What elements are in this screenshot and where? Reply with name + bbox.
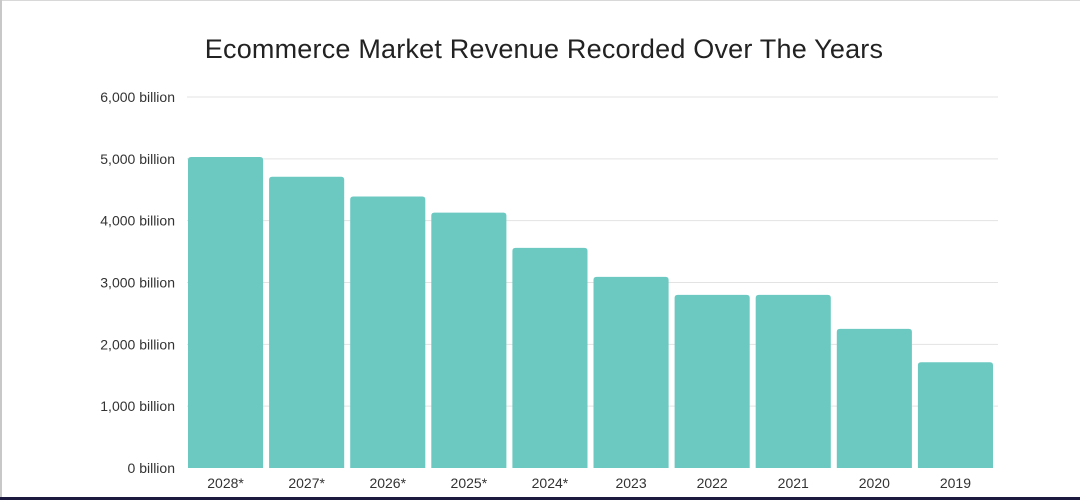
x-tick-label: 2021 — [778, 475, 809, 491]
y-tick-label: 5,000 billion — [100, 151, 175, 167]
x-tick-label: 2022 — [697, 475, 728, 491]
x-tick-label: 2026* — [369, 475, 406, 491]
frame-bottom-bar — [0, 497, 1080, 500]
bar-2023 — [593, 276, 669, 468]
x-tick-label: 2027* — [288, 475, 325, 491]
frame-top-border — [0, 0, 1080, 1]
bar-2022 — [674, 294, 750, 468]
chart-title: Ecommerce Market Revenue Recorded Over T… — [204, 34, 884, 64]
bar-2027-forecast — [269, 176, 345, 468]
y-tick-label: 6,000 billion — [100, 89, 175, 105]
x-tick-label: 2028* — [207, 475, 244, 491]
y-tick-label: 4,000 billion — [100, 213, 175, 229]
bar-2020 — [836, 328, 912, 468]
bar-2019 — [917, 362, 993, 468]
x-tick-label: 2025* — [451, 475, 488, 491]
y-tick-label: 2,000 billion — [100, 336, 175, 352]
bar-2025-forecast — [431, 212, 507, 468]
bar-2021 — [755, 294, 831, 468]
y-tick-label: 3,000 billion — [100, 275, 175, 291]
x-tick-label: 2023 — [615, 475, 646, 491]
x-tick-label: 2019 — [940, 475, 971, 491]
y-tick-label: 0 billion — [128, 460, 175, 476]
frame-left-border — [0, 0, 2, 500]
x-tick-label: 2020 — [859, 475, 890, 491]
x-tick-label: 2024* — [532, 475, 569, 491]
y-tick-label: 1,000 billion — [100, 398, 175, 414]
bar-2024-forecast — [512, 247, 588, 468]
bar-2026-forecast — [350, 196, 426, 468]
bar-2028-forecast — [188, 156, 264, 468]
